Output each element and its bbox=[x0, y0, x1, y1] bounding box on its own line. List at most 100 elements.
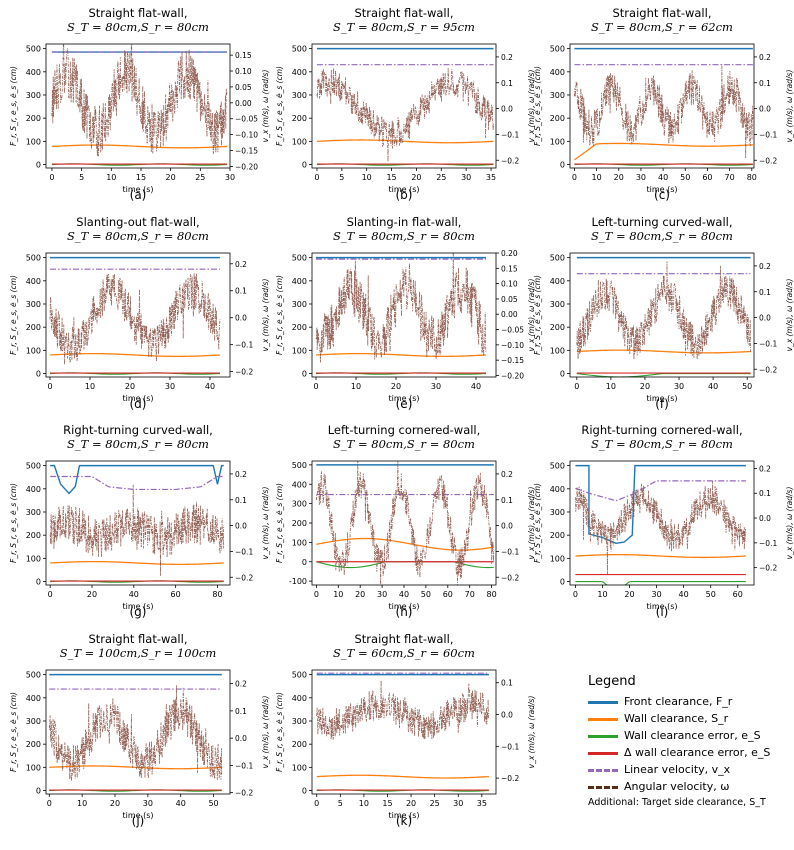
y-tick-label: 0 bbox=[560, 161, 565, 170]
y-tick-label: 0 bbox=[302, 161, 307, 170]
y-tick-label: -100 bbox=[289, 577, 307, 586]
x-axis-label: time (s) bbox=[388, 602, 419, 611]
y-tick-label: 500 bbox=[26, 671, 41, 680]
series-wall-clearance bbox=[51, 144, 228, 149]
x-axis-label: time (s) bbox=[122, 602, 153, 611]
plot-area bbox=[51, 44, 228, 166]
legend-item: Front clearance, F_r bbox=[588, 693, 788, 710]
series-angular-velocity bbox=[48, 685, 223, 782]
y-tick-label: 200 bbox=[26, 531, 41, 540]
x-tick-label: 50 bbox=[680, 173, 690, 182]
y2-tick-label: −0.1 bbox=[759, 539, 777, 548]
x-tick-label: 20 bbox=[391, 382, 401, 391]
series-angular-velocity bbox=[576, 261, 751, 360]
panel-title-g: Right-turning curved-wall, bbox=[63, 423, 213, 437]
x-tick-label: 0 bbox=[314, 590, 319, 599]
y-tick-label: 500 bbox=[26, 462, 41, 471]
y2-tick-label: 0.05 bbox=[235, 83, 252, 92]
y-axis-label-left: F_r, S_r, e_s, ė_s (cm) bbox=[9, 692, 18, 772]
y-tick-label: 100 bbox=[292, 763, 307, 772]
x-tick-label: 20 bbox=[110, 799, 120, 808]
y2-tick-label: −0.15 bbox=[501, 356, 524, 365]
plot-area bbox=[316, 672, 490, 792]
legend-title: Legend bbox=[588, 674, 636, 689]
y2-tick-label: −0.1 bbox=[501, 130, 519, 139]
x-tick-label: 25 bbox=[436, 173, 446, 182]
legend-label: Wall clearance error, e_S bbox=[624, 729, 761, 742]
y-axis-label-right: v_x (m/s), ω (rad/s) bbox=[785, 279, 794, 352]
x-axis-label: time (s) bbox=[646, 394, 677, 403]
series-linear-velocity bbox=[50, 475, 224, 491]
x-tick-label: 20 bbox=[614, 173, 624, 182]
y2-tick-label: 0.1 bbox=[235, 496, 247, 505]
y-tick-label: 400 bbox=[26, 694, 41, 703]
x-tick-label: 40 bbox=[399, 590, 409, 599]
x-tick-label: 60 bbox=[702, 173, 712, 182]
y2-tick-label: −0.20 bbox=[235, 162, 258, 171]
x-tick-label: 10 bbox=[333, 590, 343, 599]
plot-area bbox=[316, 47, 494, 166]
x-tick-label: 30 bbox=[377, 590, 387, 599]
legend-swatch bbox=[588, 735, 618, 738]
y2-tick-label: 0.1 bbox=[235, 287, 247, 296]
y2-tick-label: −0.1 bbox=[235, 761, 253, 770]
legend-label: Front clearance, F_r bbox=[624, 695, 733, 708]
y-tick-label: 500 bbox=[292, 45, 307, 54]
panel-label-f: (f) bbox=[655, 397, 669, 411]
y-axis-label-right: v_x (m/s), ω (rad/s) bbox=[785, 70, 794, 143]
series-angular-velocity bbox=[316, 68, 494, 162]
series-angular-velocity bbox=[316, 461, 495, 585]
x-tick-label: 20 bbox=[87, 590, 97, 599]
y-axis-label-left: F_r, S_r, e_s, ė_s (cm) bbox=[9, 483, 18, 563]
y-tick-label: 500 bbox=[550, 462, 565, 471]
y-tick-label: 500 bbox=[26, 254, 41, 263]
x-tick-label: 30 bbox=[651, 590, 661, 599]
x-tick-label: 60 bbox=[443, 590, 453, 599]
plot-area bbox=[315, 253, 487, 375]
x-tick-label: 30 bbox=[453, 799, 463, 808]
plot-area bbox=[575, 464, 747, 585]
y-tick-label: 100 bbox=[26, 346, 41, 355]
plot-area bbox=[48, 673, 223, 792]
y2-tick-label: 0.2 bbox=[235, 260, 247, 269]
y2-tick-label: 0.0 bbox=[759, 514, 771, 523]
y2-tick-label: −0.05 bbox=[235, 115, 258, 124]
series-angular-velocity bbox=[575, 480, 747, 575]
y2-tick-label: 0.0 bbox=[235, 522, 247, 531]
x-tick-label: 25 bbox=[430, 799, 440, 808]
y-tick-label: 200 bbox=[550, 531, 565, 540]
legend: Legend Front clearance, F_r Wall clearanc… bbox=[588, 674, 788, 808]
y2-tick-label: 0.0 bbox=[501, 711, 513, 720]
y2-tick-label: 0.20 bbox=[501, 249, 518, 258]
y2-tick-label: 0.2 bbox=[759, 53, 771, 62]
y-tick-label: 500 bbox=[550, 254, 565, 263]
y-tick-label: 100 bbox=[550, 554, 565, 563]
x-tick-label: 20 bbox=[640, 382, 650, 391]
panel-label-e: (e) bbox=[395, 397, 413, 411]
y-tick-label: 400 bbox=[26, 485, 41, 494]
panel-title-c: Straight flat-wall, bbox=[612, 6, 712, 20]
chart-d: 0 10 20 30 40 time (s) 0 100 200 300 400 500 F_r, S_… bbox=[9, 252, 270, 403]
y2-tick-label: 0.2 bbox=[501, 470, 513, 479]
y-tick-label: 0 bbox=[302, 787, 307, 796]
y-tick-label: 300 bbox=[292, 500, 307, 509]
panel-label-k: (k) bbox=[395, 814, 413, 828]
y-tick-label: 100 bbox=[26, 137, 41, 146]
y-tick-label: 200 bbox=[292, 114, 307, 123]
x-tick-label: 30 bbox=[636, 173, 646, 182]
chart-e: 0 10 20 30 40 time (s) 0 100 200 300 400 500 F_r, S_… bbox=[275, 249, 536, 403]
x-tick-label: 0 bbox=[48, 590, 53, 599]
y-tick-label: 200 bbox=[292, 740, 307, 749]
series-wall-clearance bbox=[575, 553, 746, 559]
panel-subtitle-e: S_T = 80cm,S_r = 80cm bbox=[333, 229, 475, 243]
axes-frame bbox=[569, 43, 755, 169]
series-wall-clearance-error bbox=[316, 561, 494, 569]
axes-frame bbox=[311, 43, 497, 169]
x-tick-label: 40 bbox=[176, 799, 186, 808]
y2-tick-label: 0.2 bbox=[759, 262, 771, 271]
panel-label-a: (a) bbox=[129, 188, 147, 202]
panel-subtitle-i: S_T = 80cm,S_r = 80cm bbox=[591, 437, 733, 451]
y2-tick-label: 0.15 bbox=[235, 51, 252, 60]
y-tick-label: 0 bbox=[36, 578, 41, 587]
y-tick-label: 400 bbox=[292, 480, 307, 489]
